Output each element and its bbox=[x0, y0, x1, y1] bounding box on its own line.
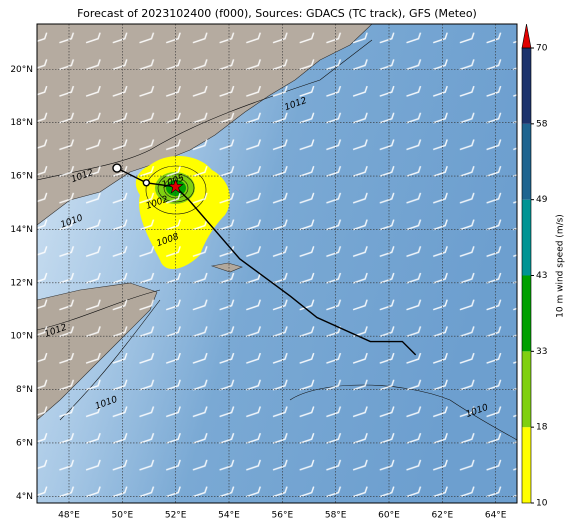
track-point bbox=[112, 163, 122, 173]
y-tick-label: 4°N bbox=[16, 492, 33, 502]
colorbar-segment bbox=[522, 199, 531, 276]
x-tick-label: 60°E bbox=[378, 511, 400, 521]
x-tick-label: 48°E bbox=[58, 511, 80, 521]
colorbar-tick-label: 58 bbox=[536, 119, 548, 129]
y-tick-label: 18°N bbox=[10, 118, 33, 128]
colorbar-label: 10 m wind speed (m/s) bbox=[556, 214, 566, 318]
colorbar-segment bbox=[522, 275, 531, 352]
track-point bbox=[142, 179, 151, 187]
x-tick-label: 54°E bbox=[218, 511, 240, 521]
x-tick-label: 56°E bbox=[272, 511, 294, 521]
colorbar-segment bbox=[522, 351, 531, 428]
current-position bbox=[167, 178, 184, 194]
y-tick-label: 8°N bbox=[16, 385, 33, 395]
colorbar-extend bbox=[521, 23, 532, 49]
x-tick-label: 50°E bbox=[112, 511, 134, 521]
colorbar-segment bbox=[522, 48, 531, 124]
colorbar-tick-label: 33 bbox=[536, 347, 547, 357]
colorbar-tick-label: 18 bbox=[536, 423, 548, 433]
y-tick-label: 16°N bbox=[10, 172, 33, 182]
y-tick-label: 6°N bbox=[16, 438, 33, 448]
colorbar-tick-label: 10 bbox=[536, 499, 548, 509]
y-tick-label: 10°N bbox=[10, 332, 33, 342]
axes: 48°E 50°E 52°E 54°E 56°E 58°E 60°E 62°E 64°E 4°N 6… bbox=[10, 65, 506, 521]
wind-barbs bbox=[37, 24, 517, 503]
colorbar-tick-label: 70 bbox=[536, 44, 548, 54]
colorbar-segment bbox=[522, 123, 531, 200]
x-tick-label: 64°E bbox=[485, 511, 507, 521]
y-tick-label: 12°N bbox=[10, 278, 33, 288]
colorbar-tick-label: 49 bbox=[536, 195, 548, 205]
colorbar-segment bbox=[522, 427, 531, 503]
track-line bbox=[116, 167, 417, 356]
colorbar: 10 18 33 43 49 58 70 10 m wind speed (m/s) bbox=[521, 23, 566, 509]
y-tick-label: 14°N bbox=[10, 225, 33, 235]
colorbar-tick-label: 43 bbox=[536, 271, 547, 281]
grid bbox=[37, 24, 517, 503]
title: Forecast of 2023102400 (f000), Sources: … bbox=[77, 7, 477, 20]
x-tick-label: 58°E bbox=[325, 511, 347, 521]
y-tick-label: 20°N bbox=[10, 65, 33, 75]
map-frame bbox=[36, 23, 518, 504]
x-tick-label: 52°E bbox=[165, 511, 187, 521]
x-tick-label: 62°E bbox=[432, 511, 454, 521]
